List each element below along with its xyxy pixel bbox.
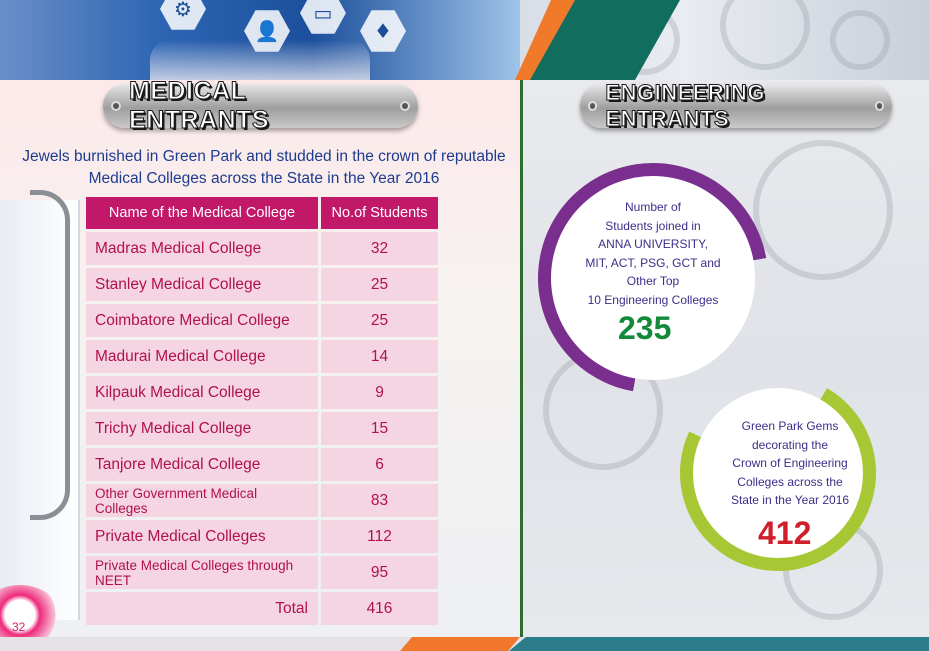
college-name: Private Medical Colleges [86, 520, 318, 553]
table-row: Private Medical Colleges through NEET 95 [86, 556, 438, 589]
caption-line: Green Park Gems [741, 419, 839, 433]
monitor-icon: ▭ [300, 0, 346, 34]
total-label: Total [86, 592, 318, 625]
circle-1-caption: Number of Students joined in ANNA UNIVER… [562, 198, 744, 309]
total-row: Total 416 [86, 592, 438, 625]
table-row: Private Medical Colleges 112 [86, 520, 438, 553]
student-count: 32 [321, 232, 438, 265]
college-name: Madras Medical College [86, 232, 318, 265]
caption-line: MIT, ACT, PSG, GCT and [585, 255, 721, 270]
caption-line: Students joined in [605, 218, 701, 233]
tablet-hand [150, 40, 370, 80]
column-header-college: Name of the Medical College [86, 197, 318, 229]
medical-heading: MEDICAL ENTRANTS [103, 77, 418, 135]
heading-bullet [111, 101, 121, 111]
heading-bullet [588, 101, 598, 111]
student-count: 83 [321, 484, 438, 517]
circle-2-background [693, 388, 863, 558]
student-count: 95 [321, 556, 438, 589]
college-name: Trichy Medical College [86, 412, 318, 445]
circle-2-caption: Green Park Gems decorating the Crown of … [708, 417, 872, 510]
medical-heading-text: MEDICAL ENTRANTS [128, 77, 270, 135]
medical-banner-image: ⚙ 👤 ▭ ♦ [0, 0, 520, 80]
caption-line: decorating the [751, 437, 829, 452]
table-row: Kilpauk Medical College 9 [86, 376, 438, 409]
student-count: 14 [321, 340, 438, 373]
table-row: Coimbatore Medical College 25 [86, 304, 438, 337]
table-row: Madras Medical College 32 [86, 232, 438, 265]
caption-line: Colleges across the [737, 474, 843, 489]
student-count: 25 [321, 268, 438, 301]
caption-line: Other Top [626, 274, 680, 288]
college-name: Private Medical Colleges through NEET [86, 556, 318, 589]
student-count: 6 [321, 448, 438, 481]
college-name: Coimbatore Medical College [86, 304, 318, 337]
college-name: Kilpauk Medical College [86, 376, 318, 409]
medical-intro-text: Jewels burnished in Green Park and studd… [22, 148, 506, 187]
circle-1-background [551, 176, 755, 380]
college-name: Stanley Medical College [86, 268, 318, 301]
stethoscope-icon [30, 190, 70, 520]
table-row: Madurai Medical College 14 [86, 340, 438, 373]
caption-line: 10 Engineering Colleges [587, 292, 719, 307]
engineering-count-235: 235 [618, 310, 672, 346]
table-header-row: Name of the Medical College No.of Studen… [86, 197, 438, 229]
total-value: 416 [321, 592, 438, 625]
table-row: Tanjore Medical College 6 [86, 448, 438, 481]
column-header-students: No.of Students [321, 197, 438, 229]
college-name: Other Government Medical Colleges [86, 484, 318, 517]
caption-line: Number of [624, 200, 682, 214]
student-count: 15 [321, 412, 438, 445]
engineering-count-412: 412 [758, 515, 812, 551]
engineering-heading: ENGINEERING ENTRANTS [580, 80, 892, 132]
table-row: Trichy Medical College 15 [86, 412, 438, 445]
caption-line: State in the Year 2016 [730, 493, 850, 507]
heading-bullet [874, 101, 884, 111]
heading-bullet [400, 101, 410, 111]
student-count: 9 [321, 376, 438, 409]
caption-line: ANNA UNIVERSITY, [598, 237, 708, 251]
student-count: 25 [321, 304, 438, 337]
student-count: 112 [321, 520, 438, 553]
college-name: Tanjore Medical College [86, 448, 318, 481]
page-divider [520, 80, 523, 637]
footer-orange-stripe [400, 637, 520, 651]
table-row: Stanley Medical College 25 [86, 268, 438, 301]
drops-icon: ♦ [360, 10, 406, 52]
page-number: 32 [12, 620, 26, 634]
caption-line: Crown of Engineering [732, 456, 848, 470]
college-name: Madurai Medical College [86, 340, 318, 373]
gear-icon: ⚙ [160, 0, 206, 30]
medical-colleges-table: Name of the Medical College No.of Studen… [83, 194, 441, 628]
table-row: Other Government Medical Colleges 83 [86, 484, 438, 517]
footer-teal-stripe [509, 637, 929, 651]
engineering-heading-text: ENGINEERING ENTRANTS [605, 80, 765, 132]
